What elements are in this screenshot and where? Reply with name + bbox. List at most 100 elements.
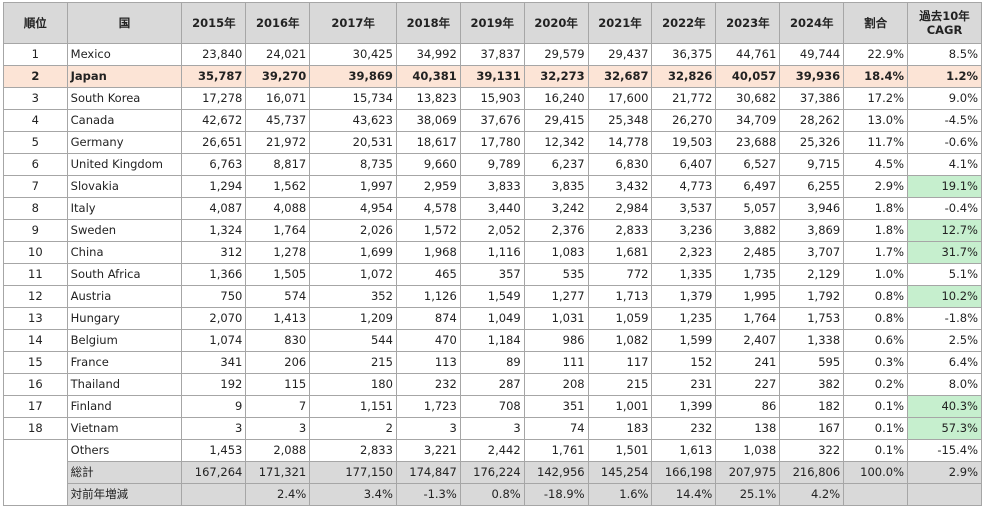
value-cell[interactable]: 3,833 xyxy=(459,175,525,198)
share-cell[interactable]: 18.4% xyxy=(843,65,909,88)
country-cell[interactable]: Germany xyxy=(66,131,183,154)
value-cell[interactable]: 772 xyxy=(587,263,653,286)
value-cell[interactable]: 28,262 xyxy=(779,109,845,132)
value-cell[interactable]: 750 xyxy=(181,285,247,308)
value-cell[interactable]: 3,537 xyxy=(651,197,717,220)
value-cell[interactable]: 215 xyxy=(309,351,397,374)
value-cell[interactable]: 1,294 xyxy=(181,175,247,198)
header-year[interactable]: 2017年 xyxy=(309,2,397,44)
value-cell[interactable]: 535 xyxy=(523,263,589,286)
value-cell[interactable]: 24,021 xyxy=(245,43,311,66)
value-cell[interactable]: 3,432 xyxy=(587,175,653,198)
value-cell[interactable]: 1,059 xyxy=(587,307,653,330)
country-cell[interactable]: Italy xyxy=(66,197,183,220)
share-cell[interactable]: 1.8% xyxy=(843,197,909,220)
rank-cell[interactable]: 9 xyxy=(3,219,68,242)
share-cell[interactable]: 22.9% xyxy=(843,43,909,66)
value-cell[interactable]: 25,326 xyxy=(779,131,845,154)
value-cell[interactable]: 830 xyxy=(245,329,311,352)
yoy-value-cell[interactable]: -18.9% xyxy=(523,483,589,506)
cagr-cell[interactable]: 1.2% xyxy=(907,65,982,88)
value-cell[interactable]: 16,240 xyxy=(523,87,589,110)
value-cell[interactable]: 117 xyxy=(587,351,653,374)
total-value-cell[interactable]: 207,975 xyxy=(715,461,781,484)
value-cell[interactable]: 12,342 xyxy=(523,131,589,154)
value-cell[interactable]: 1,995 xyxy=(715,285,781,308)
country-cell[interactable]: Thailand xyxy=(66,373,183,396)
value-cell[interactable]: 23,688 xyxy=(715,131,781,154)
value-cell[interactable]: 6,527 xyxy=(715,153,781,176)
value-cell[interactable]: 341 xyxy=(181,351,247,374)
value-cell[interactable]: 30,682 xyxy=(715,87,781,110)
value-cell[interactable]: 2,442 xyxy=(459,439,525,462)
value-cell[interactable]: 465 xyxy=(395,263,461,286)
value-cell[interactable]: 708 xyxy=(459,395,525,418)
value-cell[interactable]: 9,789 xyxy=(459,153,525,176)
header-year[interactable]: 2023年 xyxy=(715,2,781,44)
value-cell[interactable]: 2,485 xyxy=(715,241,781,264)
total-value-cell[interactable]: 176,224 xyxy=(459,461,525,484)
value-cell[interactable]: 13,823 xyxy=(395,87,461,110)
total-value-cell[interactable]: 171,321 xyxy=(245,461,311,484)
value-cell[interactable]: 215 xyxy=(587,373,653,396)
value-cell[interactable]: 1,184 xyxy=(459,329,525,352)
value-cell[interactable]: 1,968 xyxy=(395,241,461,264)
value-cell[interactable]: 232 xyxy=(651,417,717,440)
yoy-value-cell[interactable]: 4.2% xyxy=(779,483,845,506)
value-cell[interactable]: 36,375 xyxy=(651,43,717,66)
value-cell[interactable]: 4,087 xyxy=(181,197,247,220)
value-cell[interactable]: 2,833 xyxy=(309,439,397,462)
country-cell[interactable]: Belgium xyxy=(66,329,183,352)
value-cell[interactable]: 1,599 xyxy=(651,329,717,352)
value-cell[interactable]: 2 xyxy=(309,417,397,440)
country-cell[interactable]: China xyxy=(66,241,183,264)
value-cell[interactable]: 6,407 xyxy=(651,153,717,176)
value-cell[interactable]: 1,713 xyxy=(587,285,653,308)
value-cell[interactable]: 4,578 xyxy=(395,197,461,220)
value-cell[interactable]: 15,903 xyxy=(459,87,525,110)
value-cell[interactable]: 89 xyxy=(459,351,525,374)
value-cell[interactable]: 1,074 xyxy=(181,329,247,352)
header-year[interactable]: 2016年 xyxy=(245,2,311,44)
yoy-label[interactable]: 対前年増減 xyxy=(66,483,183,506)
value-cell[interactable]: 1,082 xyxy=(587,329,653,352)
value-cell[interactable]: 1,126 xyxy=(395,285,461,308)
rank-cell[interactable]: 5 xyxy=(3,131,68,154)
value-cell[interactable]: 2,407 xyxy=(715,329,781,352)
value-cell[interactable]: 208 xyxy=(523,373,589,396)
share-cell[interactable]: 4.5% xyxy=(843,153,909,176)
value-cell[interactable]: 1,031 xyxy=(523,307,589,330)
rank-cell[interactable]: 17 xyxy=(3,395,68,418)
rank-cell[interactable]: 18 xyxy=(3,417,68,440)
value-cell[interactable]: 3 xyxy=(395,417,461,440)
cagr-cell[interactable]: 57.3% xyxy=(907,417,982,440)
value-cell[interactable]: 18,617 xyxy=(395,131,461,154)
value-cell[interactable]: 1,735 xyxy=(715,263,781,286)
share-cell[interactable]: 0.1% xyxy=(843,439,909,462)
value-cell[interactable]: 6,830 xyxy=(587,153,653,176)
value-cell[interactable]: 1,723 xyxy=(395,395,461,418)
yoy-value-cell[interactable]: 3.4% xyxy=(309,483,397,506)
total-value-cell[interactable]: 167,264 xyxy=(181,461,247,484)
total-value-cell[interactable]: 166,198 xyxy=(651,461,717,484)
country-cell[interactable]: Finland xyxy=(66,395,183,418)
yoy-cagr-cell[interactable] xyxy=(907,483,982,506)
total-value-cell[interactable]: 177,150 xyxy=(309,461,397,484)
rank-cell[interactable]: 6 xyxy=(3,153,68,176)
rank-cell[interactable]: 11 xyxy=(3,263,68,286)
value-cell[interactable]: 17,600 xyxy=(587,87,653,110)
value-cell[interactable]: 192 xyxy=(181,373,247,396)
rank-cell[interactable]: 3 xyxy=(3,87,68,110)
yoy-value-cell[interactable]: 2.4% xyxy=(245,483,311,506)
value-cell[interactable]: 29,437 xyxy=(587,43,653,66)
value-cell[interactable]: 183 xyxy=(587,417,653,440)
value-cell[interactable]: 1,379 xyxy=(651,285,717,308)
cagr-cell[interactable]: -0.4% xyxy=(907,197,982,220)
value-cell[interactable]: 1,083 xyxy=(523,241,589,264)
value-cell[interactable]: 40,057 xyxy=(715,65,781,88)
cagr-cell[interactable]: -4.5% xyxy=(907,109,982,132)
value-cell[interactable]: 86 xyxy=(715,395,781,418)
value-cell[interactable]: 49,744 xyxy=(779,43,845,66)
header-country[interactable]: 国 xyxy=(66,2,183,44)
value-cell[interactable]: 357 xyxy=(459,263,525,286)
